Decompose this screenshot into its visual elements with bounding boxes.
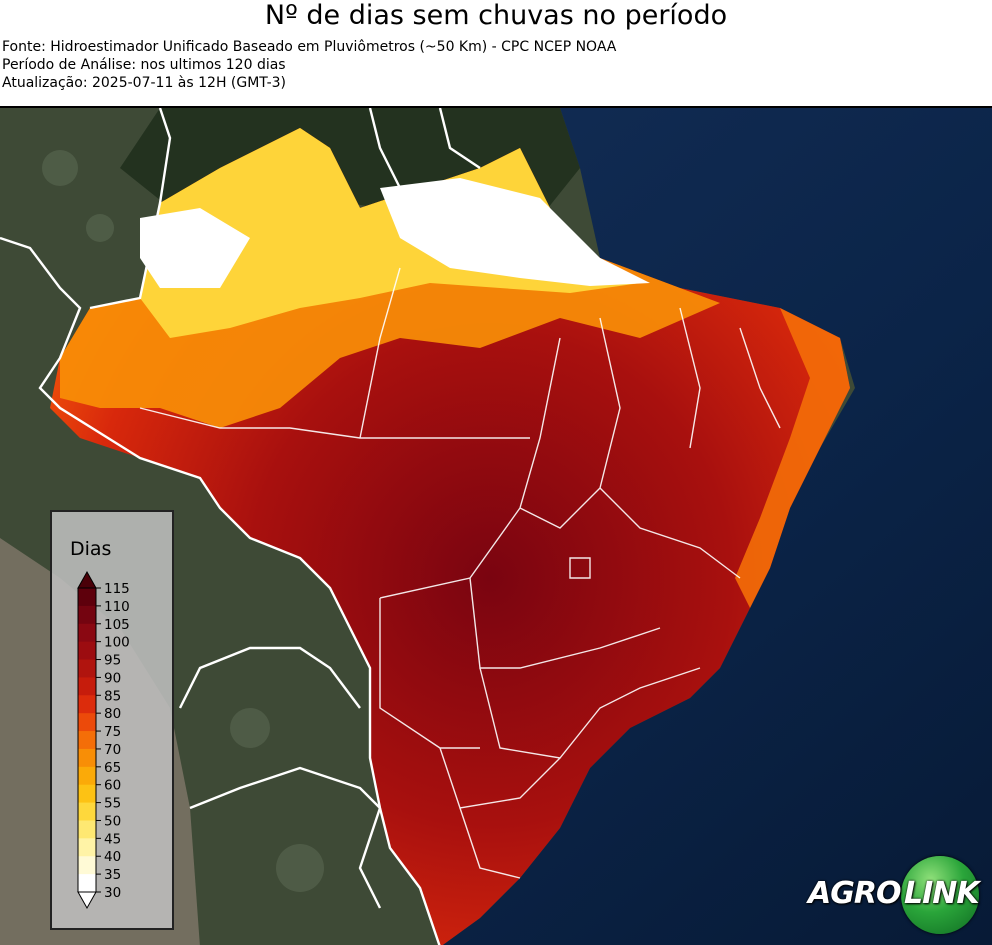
colorbar-segment	[78, 856, 96, 875]
colorbar-tick-label: 40	[104, 849, 121, 865]
agrolink-logo: AGRO LINK	[806, 854, 982, 934]
update-line: Atualização: 2025-07-11 às 12H (GMT-3)	[2, 75, 286, 91]
colorbar-tick-label: 55	[104, 796, 121, 812]
colorbar-tick-label: 75	[104, 724, 121, 740]
colorbar-segment	[78, 641, 96, 661]
colorbar-tick-label: 105	[104, 617, 130, 633]
legend-title: Dias	[70, 538, 112, 560]
colorbar-max-arrow	[77, 570, 97, 589]
colorbar-segment	[78, 874, 96, 893]
colorbar-tick-label: 35	[104, 867, 121, 883]
colorbar-tick-label: 30	[104, 885, 121, 901]
colorbar-tick-label: 100	[104, 635, 130, 651]
logo-text-link: LINK	[904, 876, 980, 911]
source-line: Fonte: Hidroestimador Unificado Baseado …	[2, 39, 617, 55]
colorbar-tick-label: 110	[104, 599, 130, 615]
colorbar-segment	[78, 802, 96, 821]
east-coast-orange	[735, 308, 850, 608]
colorbar-segment	[78, 713, 96, 732]
colorbar-tick-label: 95	[104, 653, 121, 669]
colorbar-tick-label: 45	[104, 831, 121, 847]
colorbar-tick-label: 90	[104, 670, 121, 686]
logo-ball	[901, 856, 979, 934]
country-borders	[0, 108, 481, 945]
colorbar-tick-label: 85	[104, 688, 121, 704]
period-line: Período de Análise: nos ultimos 120 dias	[2, 57, 286, 73]
map-title: Nº de dias sem chuvas no período	[264, 0, 728, 31]
colorbar-segment	[78, 784, 96, 804]
colorbar-segment	[78, 731, 96, 750]
terrain-specks	[42, 150, 324, 892]
colorbar-min-arrow	[77, 891, 97, 910]
colorbar-tick-label: 65	[104, 760, 121, 776]
colorbar-segment	[78, 820, 96, 839]
colorbar-tick-label: 50	[104, 813, 121, 829]
colorbar-segment	[78, 838, 96, 857]
colorbar-legend: Dias 115 110 105 100 95 90 85 80 75 70 65 60 55 50 45 4…	[50, 510, 174, 930]
colorbar-tick-label: 80	[104, 706, 121, 722]
north-very-dry-band	[140, 128, 640, 338]
colorbar-segment	[78, 748, 96, 768]
north-white-zone-west	[140, 208, 250, 288]
colorbar-segment	[78, 677, 96, 696]
colorbar-segment	[78, 659, 96, 678]
colorbar-segment	[78, 623, 96, 643]
logo-text-agro: AGRO	[808, 876, 901, 911]
colorbar-segment	[78, 766, 96, 786]
state-borders	[139, 267, 781, 879]
north-white-zone-east	[380, 178, 650, 286]
colorbar-segment	[78, 588, 96, 607]
colorbar-outline	[77, 587, 97, 893]
colorbar-segment	[78, 695, 96, 714]
colorbar-tick-label: 70	[104, 742, 121, 758]
colorbar-tick-label: 115	[104, 581, 130, 597]
colorbar-tick-label: 60	[104, 778, 121, 794]
colorbar-segment	[78, 605, 96, 625]
